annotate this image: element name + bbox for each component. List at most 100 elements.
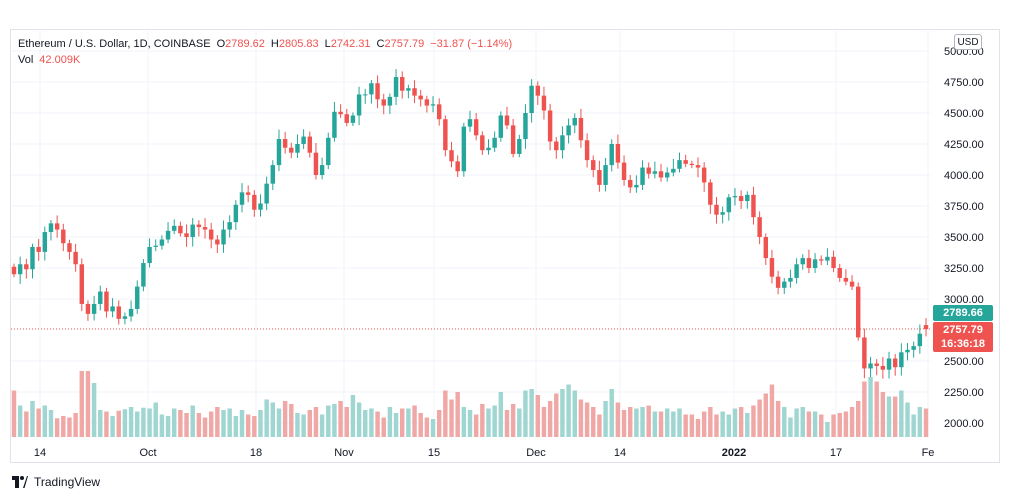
candle-body (541, 95, 547, 111)
candle-body (153, 245, 158, 247)
volume-bar (252, 416, 257, 437)
volume-bar (788, 417, 793, 437)
candle-body (215, 239, 220, 245)
candle-body (517, 139, 522, 154)
volume-bar (30, 401, 35, 437)
low-value: 2742.31 (330, 38, 371, 50)
candle-body (874, 363, 879, 366)
candle-body (91, 303, 97, 314)
candle-body (868, 363, 873, 369)
volume-bar (547, 401, 553, 437)
candle-body (486, 147, 491, 151)
candle-body (782, 281, 787, 288)
candle-body (849, 281, 855, 287)
volume-bar (141, 407, 146, 437)
candle-body (763, 237, 769, 259)
candle-body (430, 104, 436, 106)
open-label: O (216, 38, 226, 50)
volume-bar (424, 417, 430, 437)
volume-bar (886, 396, 892, 437)
volume-bar (202, 417, 208, 437)
volume-bar (745, 413, 750, 437)
volume-bar (769, 384, 775, 437)
candle-body (122, 316, 128, 319)
candle-body (258, 203, 263, 210)
candle-body (449, 150, 454, 162)
volume-bar (227, 408, 232, 437)
candle-body (270, 165, 276, 184)
candle-body (319, 165, 325, 175)
candle-body (412, 88, 417, 96)
candle-body (245, 192, 251, 195)
candle-body (202, 227, 208, 230)
y-tick-label: 2250.00 (944, 387, 984, 399)
volume-bar (184, 413, 189, 437)
candle-body (905, 349, 910, 353)
candle-body (609, 144, 614, 166)
volume-bar (406, 408, 411, 437)
volume-bar (726, 414, 732, 437)
volume-bar (880, 392, 886, 437)
volume-bar (646, 405, 651, 437)
volume-bar (843, 411, 849, 437)
volume-bar (627, 407, 633, 437)
volume-bar (455, 392, 460, 437)
y-tick-label: 2000.00 (944, 418, 984, 430)
volume-bar (794, 408, 799, 437)
volume-bar (276, 408, 282, 437)
y-tick-label: 3000.00 (944, 294, 984, 306)
candle-body (862, 337, 867, 369)
volume-bar (831, 414, 836, 437)
tradingview-logo[interactable]: TradingView (12, 475, 100, 489)
volume-bar (732, 408, 738, 437)
volume-bar (153, 402, 158, 437)
low-label: L (324, 38, 331, 50)
volume-bar (708, 407, 713, 437)
x-tick-label: 14 (614, 447, 626, 459)
candle-body (720, 212, 725, 215)
volume-bar (147, 408, 152, 437)
candle-body (769, 258, 775, 277)
volume-bar (473, 414, 479, 437)
candle-body (79, 264, 85, 304)
candle-body (788, 277, 793, 282)
volume-bar (91, 383, 97, 437)
volume-bar (338, 401, 343, 437)
volume-bar (449, 399, 454, 437)
volume-bar (116, 410, 121, 437)
volume-bar (535, 395, 541, 437)
volume-bar (677, 408, 682, 437)
volume-bar (418, 413, 423, 437)
candle-body (406, 88, 411, 91)
candle-body (794, 264, 799, 278)
candle-body (165, 230, 171, 240)
candle-body (554, 141, 559, 151)
candle-body (529, 85, 534, 113)
candle-body (221, 229, 226, 245)
candle-body (233, 204, 239, 223)
volume-bar (498, 392, 504, 437)
y-tick-label: 4500.00 (944, 108, 984, 120)
volume-bar (73, 413, 78, 437)
currency-button[interactable]: USD (954, 34, 982, 50)
volume-bar (171, 408, 177, 437)
volume-bar (264, 399, 269, 437)
candle-body (911, 346, 916, 350)
volume-bar (492, 405, 497, 437)
candle-body (504, 115, 510, 126)
volume-bar (17, 405, 23, 437)
volume-bar (48, 410, 54, 437)
volume-bar (289, 404, 294, 437)
candle-body (110, 306, 115, 312)
candle-body (436, 104, 442, 120)
volume-bar (42, 405, 48, 437)
chart-frame (10, 29, 1000, 463)
candle-body (42, 232, 48, 252)
volume-bar (640, 407, 645, 437)
candle-body (375, 83, 380, 100)
volume-bar (738, 407, 744, 437)
volume-bar (825, 422, 830, 437)
volume-bar (603, 401, 608, 437)
candle-body (899, 352, 904, 368)
